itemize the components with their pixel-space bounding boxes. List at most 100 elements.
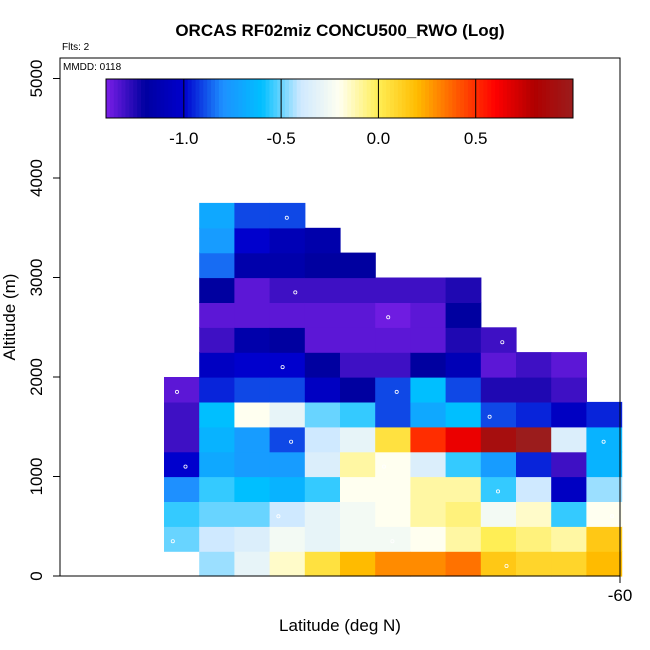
heatmap-cell	[340, 277, 376, 303]
colorbar-segment	[273, 79, 278, 118]
colorbar-segment	[514, 79, 520, 118]
colorbar-segment	[522, 79, 527, 118]
sample-marker	[495, 489, 500, 494]
sample-marker	[280, 365, 285, 370]
colorbar-segment	[187, 79, 193, 118]
sample-marker	[170, 539, 175, 544]
heatmap-cell	[340, 352, 376, 378]
colorbar-segment	[160, 79, 165, 118]
heatmap-cell	[340, 476, 376, 502]
heatmap-cell	[480, 501, 517, 527]
heatmap-cell	[586, 451, 623, 478]
heatmap-cell	[551, 426, 587, 453]
colorbar-segment	[382, 79, 387, 118]
colorbar-segment	[238, 79, 243, 118]
heatmap-cell	[269, 551, 306, 577]
colorbar-segment	[249, 79, 255, 118]
colorbar-segment	[288, 79, 294, 118]
colorbar-segment	[207, 79, 212, 118]
sample-marker	[293, 290, 298, 295]
colorbar-segment	[397, 79, 403, 118]
colorbar-segment	[304, 79, 309, 118]
colorbar-segment	[487, 79, 492, 118]
heatmap-cell	[375, 302, 411, 328]
colorbar-segment	[265, 79, 270, 118]
heatmap-cell	[199, 451, 235, 478]
sample-markers	[170, 215, 615, 569]
colorbar-segment	[222, 79, 228, 118]
colorbar-segment	[109, 79, 115, 118]
colorbar-segment	[499, 79, 504, 118]
heatmap-cell	[445, 551, 482, 577]
colorbar-segment	[557, 79, 562, 118]
heatmap-cell	[375, 526, 411, 552]
sample-marker	[183, 464, 188, 469]
colorbar-segment	[444, 79, 449, 118]
heatmap-cell	[410, 526, 447, 552]
heatmap-cell	[551, 501, 587, 527]
sample-marker	[504, 564, 509, 569]
heatmap-cell	[340, 426, 376, 453]
colorbar-segment	[370, 79, 376, 118]
colorbar-tick-label: 0.0	[367, 129, 391, 148]
heatmap-cell	[480, 526, 517, 552]
colorbar-segment	[277, 79, 282, 118]
colorbar-segment	[483, 79, 488, 118]
colorbar-segment	[378, 79, 383, 118]
colorbar-segment	[230, 79, 235, 118]
heatmap-cell	[375, 501, 411, 527]
colorbar-segment	[339, 79, 344, 118]
heatmap-cell	[410, 501, 447, 527]
heatmap-cell	[340, 377, 376, 403]
colorbar-segment	[405, 79, 411, 118]
heatmap-cell	[480, 377, 517, 403]
heatmap-cell	[410, 451, 447, 478]
heatmap-cell	[516, 451, 552, 478]
colorbar-segment	[464, 79, 469, 118]
colorbar-segment	[308, 79, 313, 118]
heatmap-cell	[304, 277, 341, 303]
colorbar-segment	[545, 79, 551, 118]
heatmap-cell	[199, 426, 235, 453]
heatmap-cell	[516, 551, 552, 577]
colorbar-segment	[168, 79, 173, 118]
colorbar-segment	[226, 79, 232, 118]
colorbar-segment	[495, 79, 500, 118]
heatmap-cell	[234, 401, 271, 428]
colorbar-tick-label: -0.5	[266, 129, 295, 148]
heatmap-cell	[269, 327, 306, 353]
heatmap-cell	[375, 551, 411, 577]
heatmap-cell	[234, 352, 271, 378]
flights-label: Flts: 2	[62, 42, 90, 53]
colorbar-segment	[261, 79, 267, 118]
sample-marker	[610, 514, 615, 519]
heatmap-cell	[164, 501, 200, 527]
sample-marker	[386, 315, 391, 320]
colorbar-segment	[436, 79, 442, 118]
heatmap-cells	[164, 202, 623, 577]
heatmap-cell	[410, 352, 447, 378]
colorbar-segment	[358, 79, 364, 118]
heatmap-cell	[234, 426, 271, 453]
heatmap-cell	[199, 327, 235, 353]
y-tick-label: 2000	[27, 358, 46, 396]
colorbar-segment	[214, 79, 220, 118]
heatmap-cell	[234, 277, 271, 303]
heatmap-cell	[164, 426, 200, 453]
heatmap-cell	[516, 526, 552, 552]
colorbar-segment	[409, 79, 414, 118]
heatmap-cell	[234, 252, 271, 279]
heatmap-cell	[445, 401, 482, 428]
colorbar-segment	[553, 79, 558, 118]
colorbar-segment	[183, 79, 189, 118]
x-tick-label: -60	[608, 586, 633, 605]
heatmap-cell	[234, 202, 271, 229]
colorbar-segment	[117, 79, 123, 118]
sample-marker	[381, 464, 386, 469]
colorbar-segment	[133, 79, 138, 118]
colorbar-segment	[253, 79, 259, 118]
colorbar-segment	[440, 79, 446, 118]
heatmap-cell	[164, 476, 200, 502]
colorbar-segment	[448, 79, 453, 118]
colorbar-segment	[386, 79, 391, 118]
